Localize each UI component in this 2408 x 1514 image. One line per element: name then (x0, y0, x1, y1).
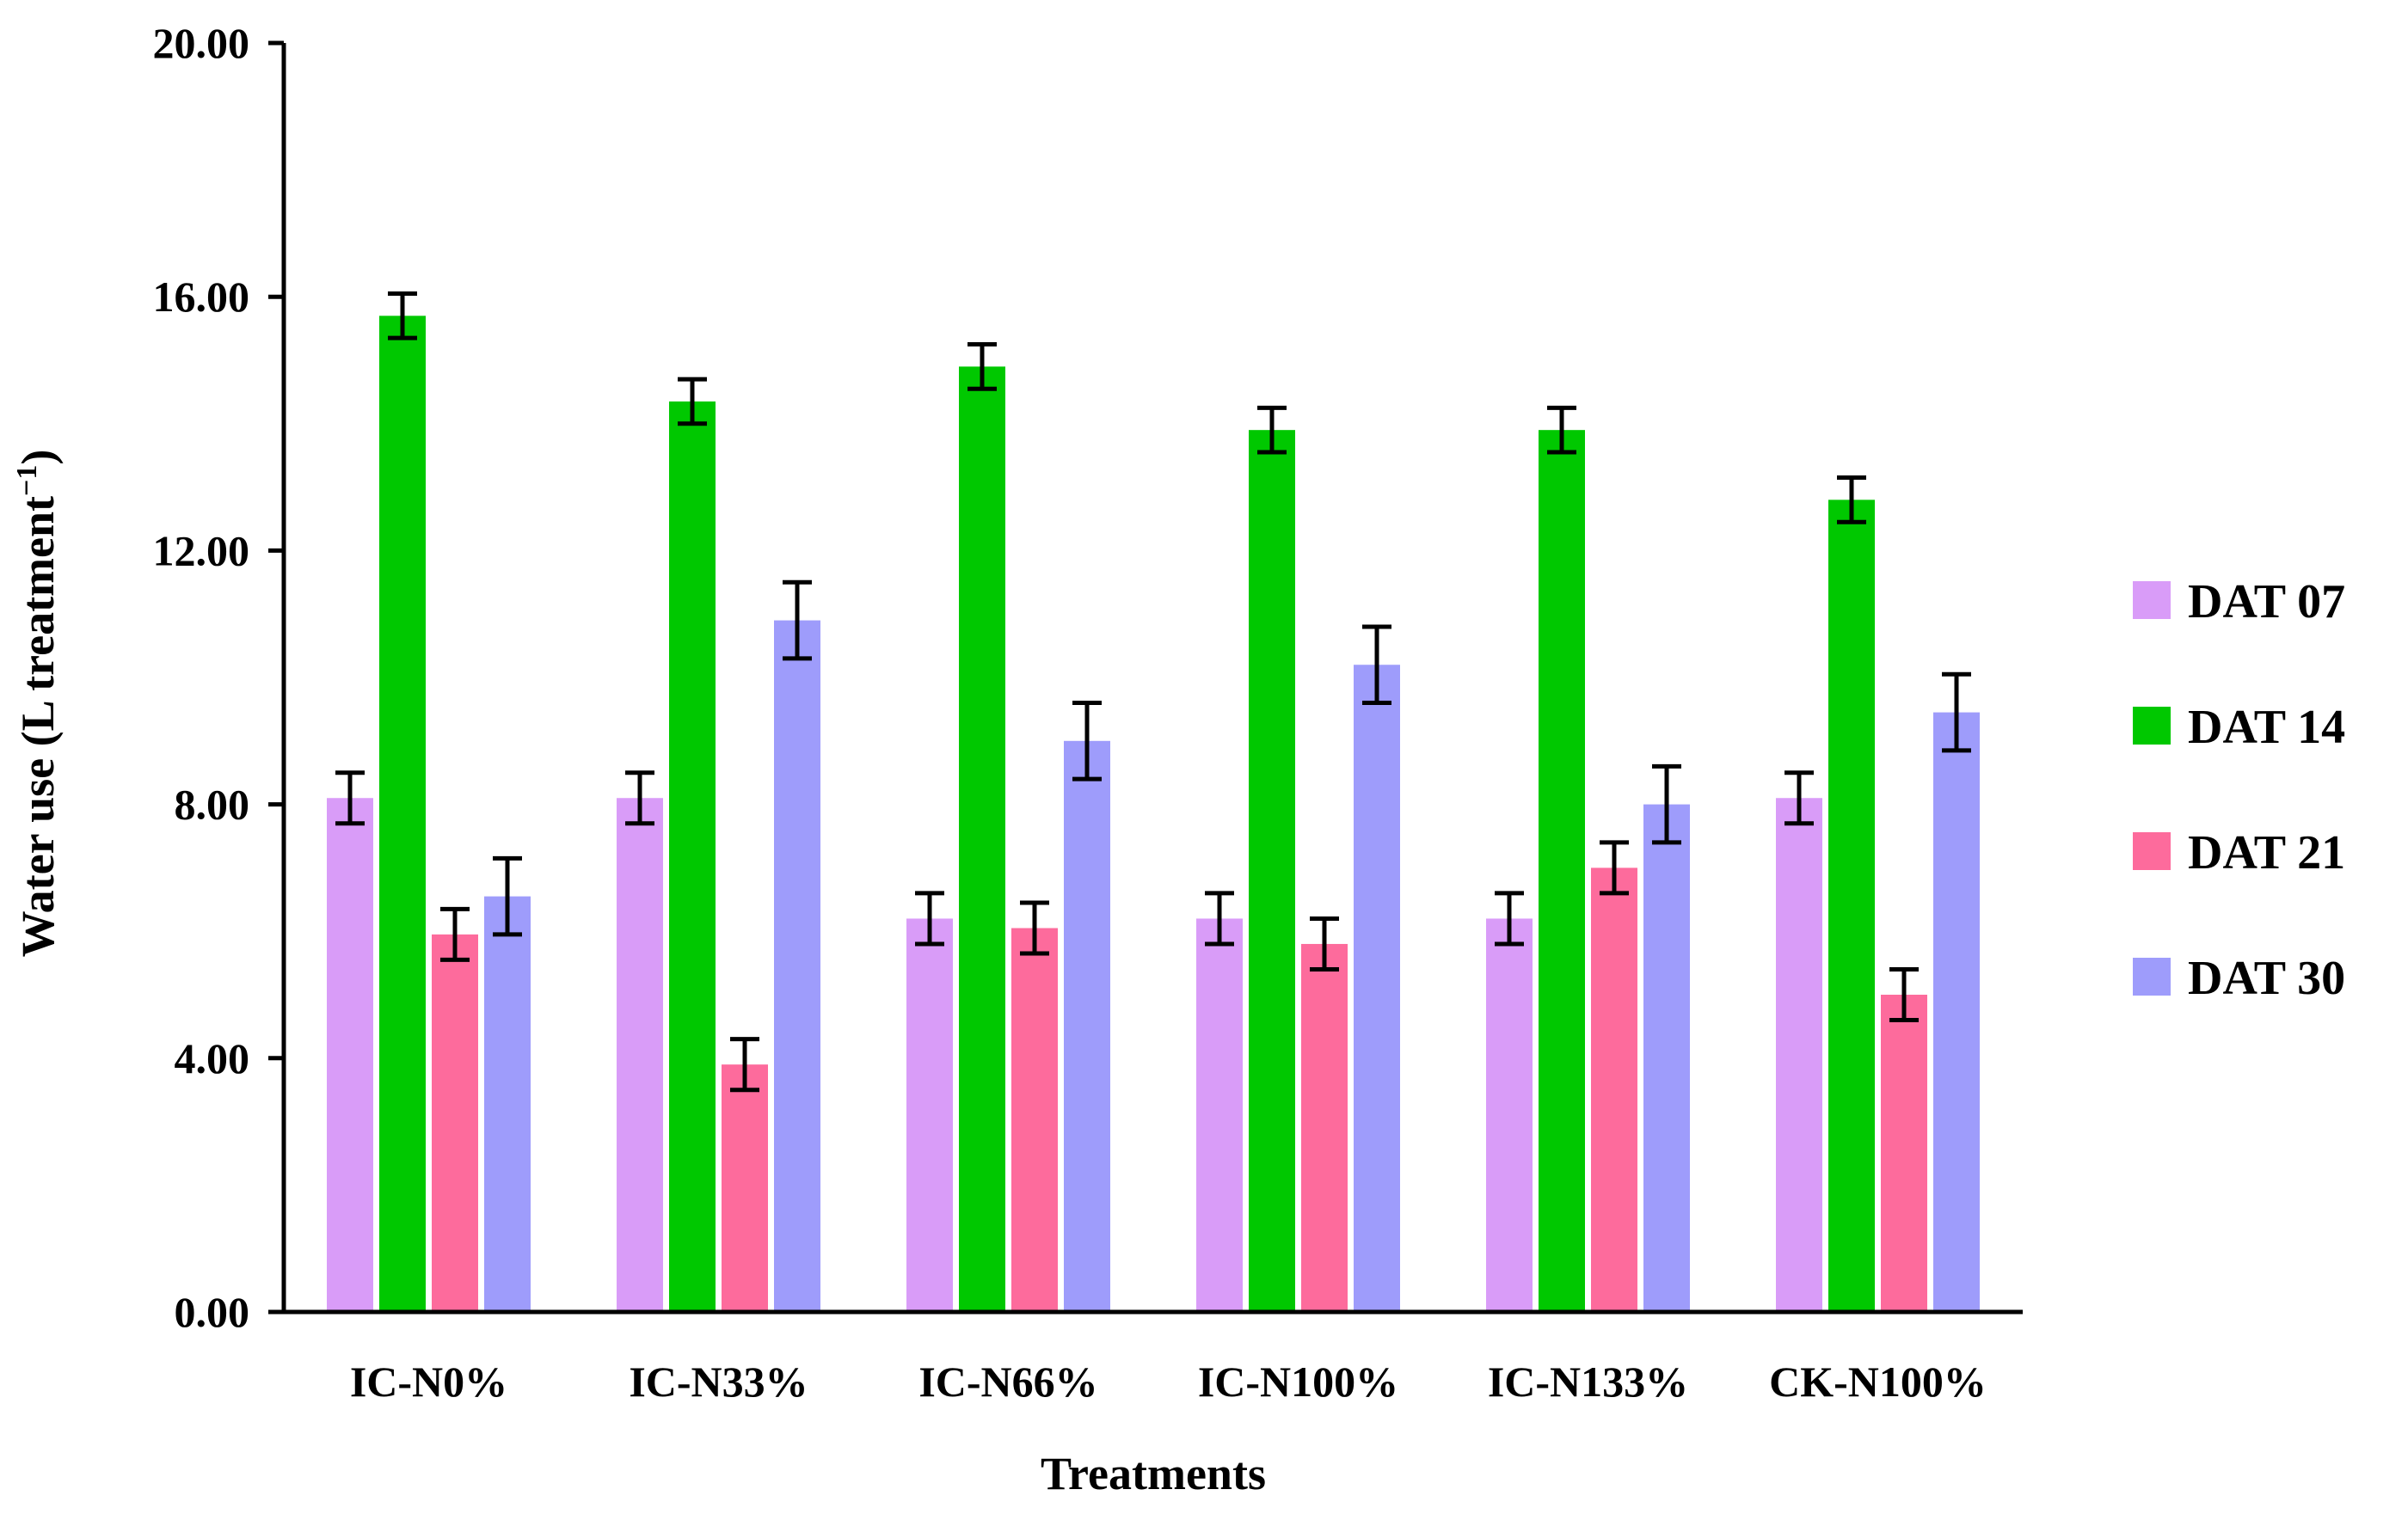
x-axis-title: Treatments (1041, 1448, 1266, 1499)
y-axis-title-superscript: −1 (11, 465, 43, 496)
error-bar (678, 377, 707, 426)
bar-dat-21 (1301, 943, 1348, 1312)
error-bar (1600, 840, 1629, 896)
bar-dat-14 (1249, 430, 1295, 1313)
legend-swatch (2133, 707, 2171, 745)
bar-dat-30 (1643, 804, 1690, 1312)
bar-dat-30 (484, 896, 531, 1312)
bar-dat-07 (1776, 798, 1822, 1312)
legend-item: DAT 21 (2133, 826, 2345, 880)
error-bar (1257, 405, 1287, 455)
x-ticks-layer: IC-N0% IC-N33% IC-N66% IC-N100% IC-N133% CK-N… (350, 1358, 1987, 1406)
bar-dat-07 (906, 918, 953, 1312)
bar-dat-14 (379, 316, 426, 1313)
x-tick-label: IC-N66% (918, 1358, 1097, 1406)
bar-dat-21 (1591, 867, 1637, 1312)
error-bar (1362, 624, 1391, 706)
bar-dat-21 (1881, 995, 1927, 1312)
error-bar (1495, 891, 1524, 947)
error-bar (335, 770, 365, 826)
legend-label: DAT 07 (2188, 575, 2345, 628)
x-tick-label: IC-N133% (1488, 1358, 1688, 1406)
bar-dat-14 (959, 366, 1005, 1312)
error-bar (915, 891, 944, 947)
bar-dat-21 (432, 934, 478, 1312)
error-bar (1547, 405, 1576, 455)
error-bar (1784, 770, 1814, 826)
bar-dat-21 (1011, 928, 1058, 1312)
x-tick-label: CK-N100% (1769, 1358, 1987, 1406)
error-bar (730, 1037, 759, 1093)
y-ticks-layer: 0.00 4.00 8.00 12.00 16.00 20.00 (153, 19, 284, 1336)
legend-swatch (2133, 958, 2171, 996)
legend: DAT 07 DAT 14 DAT 21 DAT 30 (2133, 575, 2345, 1005)
error-bar (968, 342, 997, 391)
y-tick-label: 0.00 (175, 1288, 250, 1336)
legend-swatch (2133, 832, 2171, 870)
y-tick-label: 8.00 (175, 781, 250, 829)
bar-dat-14 (1539, 430, 1585, 1313)
error-bar (388, 291, 417, 340)
error-bar (1942, 671, 1971, 753)
y-axis-title-close: ) (12, 450, 64, 465)
y-axis-title: Water use (L treatment−1) (11, 450, 64, 958)
bar-dat-07 (1486, 918, 1533, 1312)
error-bar (783, 579, 812, 661)
bar-dat-14 (1828, 500, 1875, 1312)
x-tick-label: IC-N33% (629, 1358, 808, 1406)
error-bar (1020, 900, 1049, 956)
bar-dat-07 (327, 798, 373, 1312)
legend-label: DAT 21 (2188, 826, 2345, 880)
error-bar (625, 770, 654, 826)
bar-dat-30 (774, 620, 820, 1312)
x-tick-label: IC-N100% (1198, 1358, 1398, 1406)
error-bar (1072, 701, 1102, 782)
axes-layer (281, 43, 2023, 1315)
y-tick-label: 4.00 (175, 1034, 250, 1082)
legend-label: DAT 30 (2188, 952, 2345, 1005)
y-tick-label: 12.00 (153, 526, 250, 574)
legend-swatch (2133, 581, 2171, 619)
legend-item: DAT 30 (2133, 952, 2345, 1005)
error-bar (1889, 966, 1919, 1023)
error-bar (1310, 916, 1339, 972)
error-bar (1652, 763, 1681, 845)
legend-item: DAT 07 (2133, 575, 2345, 628)
bars-layer (327, 316, 1980, 1313)
bar-dat-30 (1064, 740, 1110, 1312)
error-bar (493, 855, 522, 937)
y-tick-label: 16.00 (153, 273, 250, 321)
error-bars-layer (335, 291, 1971, 1093)
error-bar (1205, 891, 1234, 947)
y-axis-title-main: Water use (L treatment (12, 496, 64, 957)
legend-item: DAT 14 (2133, 701, 2345, 754)
legend-label: DAT 14 (2188, 701, 2345, 754)
bar-dat-21 (722, 1064, 768, 1312)
x-tick-label: IC-N0% (350, 1358, 507, 1406)
error-bar (440, 906, 470, 962)
error-bar (1837, 475, 1866, 524)
bar-dat-14 (669, 401, 716, 1313)
bar-dat-30 (1354, 665, 1400, 1312)
bar-dat-30 (1933, 712, 1980, 1312)
bar-dat-07 (1196, 918, 1243, 1312)
y-tick-label: 20.00 (153, 19, 250, 67)
bar-dat-07 (617, 798, 663, 1312)
